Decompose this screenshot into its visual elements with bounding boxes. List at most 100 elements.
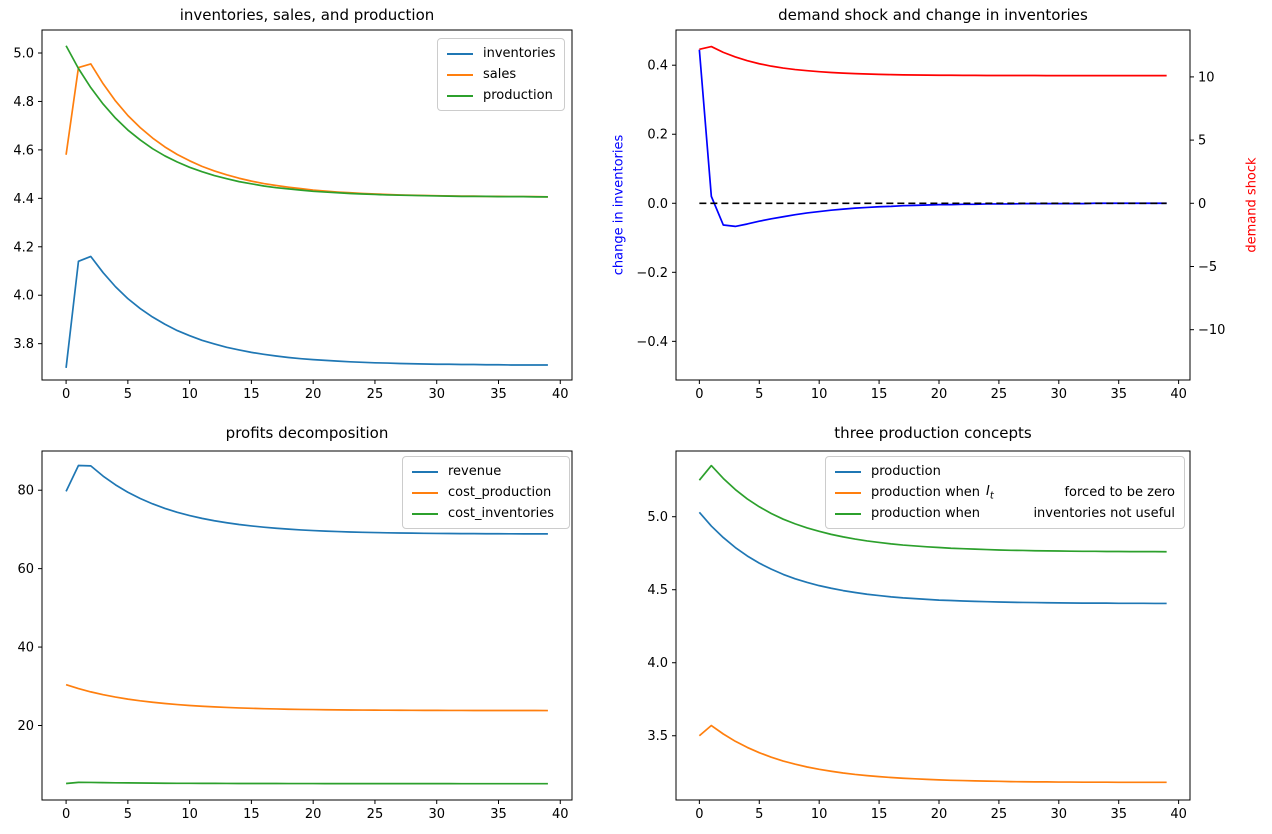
axes-0: 0 5 10 15 20 25 30 35 40 3.8 4.0 4.2 4.4 4.6 4.8 5.0 (13, 29, 573, 402)
x-tick-label: 5 (124, 387, 132, 402)
x-tick-label: 10 (811, 387, 828, 402)
y-tick-label: 4.6 (13, 143, 34, 158)
legend-line-swatch-production-no-inventories (835, 512, 861, 515)
legend-bottom-right: production production when It forced to … (825, 456, 1185, 529)
y-axis-label-change-in-inventories: change in inventories (611, 134, 627, 276)
legend-label-production: production (483, 88, 553, 103)
y-tick-label: −0.2 (636, 266, 668, 281)
legend-item-sales: sales (447, 64, 555, 85)
legend-line-swatch-production (835, 470, 861, 473)
chart-title-inventories-sales-production: inventories, sales, and production (179, 6, 435, 24)
x-tick-label: 0 (695, 387, 703, 402)
y-tick-label: 4.2 (13, 240, 34, 255)
x-tick-label: 15 (243, 387, 260, 402)
chart-title-three-production-concepts: three production concepts (834, 424, 1032, 442)
series-line-cost-inventories (66, 781, 548, 785)
y-tick-label: 80 (17, 484, 34, 499)
series-line-production-it-zero (698, 724, 1167, 784)
legend-line-swatch-cost-inventories (412, 512, 438, 515)
y-tick-label: 4.8 (13, 95, 34, 110)
x-tick-label: 30 (428, 807, 445, 822)
legend-item-production-it-zero: production when It forced to be zero (835, 482, 1175, 503)
x-tick-label: 5 (755, 387, 763, 402)
legend-item-revenue: revenue (412, 461, 560, 482)
legend-label-cost-production: cost_production (448, 485, 552, 500)
y-tick-label: 4.0 (13, 289, 34, 304)
legend-bottom-left: revenue cost_production cost_inventories (402, 456, 570, 529)
y-axis-label-demand-shock: demand shock (1244, 157, 1260, 253)
legend-line-swatch-production (447, 94, 473, 97)
series-line-demand-shock (699, 45, 1167, 77)
series-line-cost-production (65, 683, 548, 712)
x-tick-label: 5 (755, 807, 763, 822)
y-tick-label: 60 (17, 562, 34, 577)
axes-spines (41, 29, 573, 381)
y-tick-label: 3.5 (647, 729, 668, 744)
legend-line-swatch-inventories (447, 52, 473, 55)
axes-2: 0 5 10 15 20 25 30 35 40 20 40 60 80 (17, 450, 573, 822)
legend-line-swatch-cost-production (412, 491, 438, 494)
y2-tick-label: −5 (1198, 260, 1217, 275)
y-tick-label: 0.0 (647, 197, 668, 212)
legend-item-cost-production: cost_production (412, 482, 560, 503)
legend-line-swatch-revenue (412, 470, 438, 473)
math-symbol-It: It (986, 483, 994, 502)
x-tick-label: 5 (124, 807, 132, 822)
y-tick-label: 4.0 (647, 656, 668, 671)
x-tick-label: 15 (871, 387, 888, 402)
y-tick-label: 4.4 (13, 192, 34, 207)
x-tick-label: 25 (367, 807, 384, 822)
legend-label-prefix: production when (871, 506, 981, 521)
legend-label-prefix: production when (871, 485, 981, 500)
x-tick-label: 25 (991, 807, 1008, 822)
x-tick-label: 10 (181, 807, 198, 822)
x-tick-label: 40 (552, 807, 569, 822)
x-tick-label: 10 (811, 807, 828, 822)
x-tick-label: 0 (62, 807, 70, 822)
x-tick-label: 15 (243, 807, 260, 822)
x-tick-label: 20 (931, 807, 948, 822)
legend-label-sales: sales (483, 67, 517, 82)
legend-line-swatch-sales (447, 73, 473, 76)
axes-1: 0 5 10 15 20 25 30 35 40 −0.4 −0.2 0.0 0.2 0.4 −10 −5 0 5… (636, 29, 1225, 402)
x-tick-label: 10 (181, 387, 198, 402)
x-tick-label: 35 (1110, 807, 1127, 822)
series-line-production-no-inventories (698, 464, 1167, 553)
y-tick-label: 0.2 (647, 128, 668, 143)
legend-label-cost-inventories: cost_inventories (448, 506, 555, 521)
y-tick-label: 20 (17, 719, 34, 734)
y2-tick-label: 0 (1198, 197, 1206, 212)
legend-label-revenue: revenue (448, 464, 502, 479)
legend-top-left: inventories sales production (437, 38, 565, 111)
legend-line-swatch-production-it-zero (835, 491, 861, 494)
axes-3: 0 5 10 15 20 25 30 35 40 3.5 4.0 4.5 5.0 (647, 450, 1191, 822)
y-tick-label: 5.0 (647, 510, 668, 525)
legend-item-inventories: inventories (447, 43, 556, 64)
legend-label-production: production (871, 464, 941, 479)
y2-tick-label: −10 (1198, 323, 1225, 338)
y2-tick-label: 5 (1198, 134, 1206, 149)
x-tick-label: 20 (305, 387, 322, 402)
legend-label-suffix: forced to be zero (1064, 485, 1175, 500)
axes-spines (675, 29, 1191, 381)
legend-label-suffix: inventories not useful (1033, 506, 1175, 521)
x-tick-label: 0 (62, 387, 70, 402)
x-tick-label: 40 (1170, 807, 1187, 822)
x-tick-label: 30 (1051, 387, 1068, 402)
x-tick-label: 35 (490, 807, 507, 822)
chart-title-profits-decomposition: profits decomposition (225, 424, 389, 442)
x-tick-label: 35 (490, 387, 507, 402)
legend-item-cost-inventories: cost_inventories (412, 503, 560, 524)
series-line-production (698, 511, 1167, 605)
x-tick-label: 30 (1051, 807, 1068, 822)
x-tick-label: 20 (305, 807, 322, 822)
y-tick-label: 3.8 (13, 337, 34, 352)
x-tick-label: 20 (931, 387, 948, 402)
legend-item-production: production (447, 85, 555, 106)
legend-label-inventories: inventories (483, 46, 556, 61)
axes-spines (675, 450, 1191, 801)
x-tick-label: 35 (1110, 387, 1127, 402)
legend-item-production: production (835, 461, 1175, 482)
